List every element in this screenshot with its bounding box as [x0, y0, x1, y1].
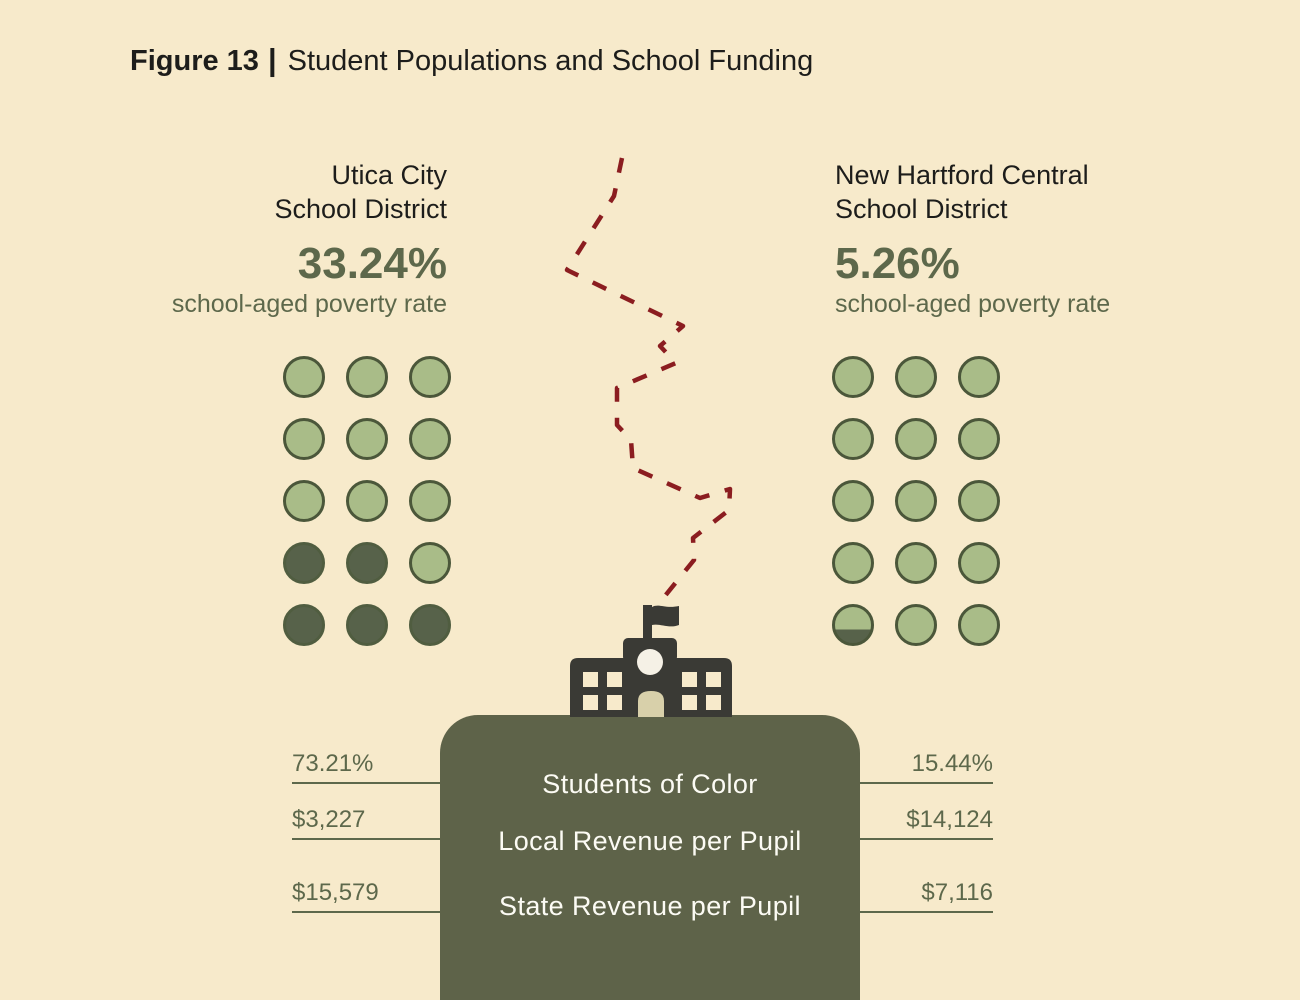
utica-students-of-color-value: 73.21%	[292, 751, 442, 784]
utica-local-revenue-value: $3,227	[292, 807, 442, 840]
new-hartford-poverty-dot-grid	[832, 356, 1000, 646]
poverty-dot-filled	[283, 604, 325, 646]
poverty-dot-filled	[346, 542, 388, 584]
district-name-line2: School District	[274, 194, 447, 224]
population-dot	[832, 418, 874, 460]
door	[638, 691, 664, 717]
title-separator: |	[267, 42, 277, 77]
new-hartford-local-revenue-value: $14,124	[858, 807, 993, 840]
new-hartford-state-revenue-value: $7,116	[858, 880, 993, 913]
poverty-rate-label: school-aged poverty rate	[835, 290, 1111, 318]
district-name-line2: School District	[835, 194, 1008, 224]
utica-state-revenue-value: $15,579	[292, 880, 442, 913]
title-text: Student Populations and School Funding	[287, 45, 814, 77]
poverty-dot-filled	[409, 604, 451, 646]
new-hartford-district-header: New Hartford Central School District 5.2…	[835, 158, 1110, 318]
windows	[583, 672, 721, 710]
population-dot	[346, 418, 388, 460]
population-dot	[832, 542, 874, 584]
poverty-dot-filled	[283, 542, 325, 584]
district-name: New Hartford Central School District	[835, 158, 1110, 226]
district-name: Utica City School District	[172, 158, 447, 226]
figure-number: Figure 13	[130, 45, 259, 77]
poverty-rate-value: 33.24%	[297, 239, 447, 288]
poverty-dot-filled	[346, 604, 388, 646]
population-dot	[409, 356, 451, 398]
flagpole	[643, 605, 652, 653]
population-dot	[346, 480, 388, 522]
flag-icon	[652, 605, 679, 627]
population-dot	[409, 418, 451, 460]
utica-district-header: Utica City School District 33.24% school…	[172, 158, 447, 318]
population-dot	[283, 418, 325, 460]
population-dot	[895, 418, 937, 460]
population-dot	[832, 480, 874, 522]
population-dot	[409, 542, 451, 584]
population-dot	[958, 542, 1000, 584]
figure-title: Figure 13 | Student Populations and Scho…	[130, 42, 813, 78]
population-dot	[346, 356, 388, 398]
population-dot	[283, 480, 325, 522]
population-dot	[895, 356, 937, 398]
population-dot	[283, 356, 325, 398]
population-dot	[958, 418, 1000, 460]
population-dot	[832, 356, 874, 398]
population-dot	[409, 480, 451, 522]
district-name-line1: Utica City	[331, 160, 447, 190]
new-hartford-students-of-color-value: 15.44%	[858, 751, 993, 784]
population-dot	[895, 542, 937, 584]
utica-poverty-dot-grid	[283, 356, 451, 646]
poverty-dot-partial	[832, 604, 874, 646]
population-dot	[895, 604, 937, 646]
poverty-rate-label: school-aged poverty rate	[171, 290, 447, 318]
population-dot	[958, 356, 1000, 398]
population-dot	[958, 480, 1000, 522]
school-building-icon	[570, 605, 732, 717]
clock-icon	[637, 649, 663, 675]
center-stats-panel: Students of Color Local Revenue per Pupi…	[440, 715, 860, 1000]
stat-label-students-of-color: Students of Color	[542, 769, 758, 799]
population-dot	[958, 604, 1000, 646]
stat-label-local-revenue: Local Revenue per Pupil	[498, 826, 802, 856]
district-name-line1: New Hartford Central	[835, 160, 1089, 190]
stat-label-state-revenue: State Revenue per Pupil	[499, 891, 801, 921]
population-dot	[895, 480, 937, 522]
poverty-rate-value: 5.26%	[835, 239, 960, 288]
